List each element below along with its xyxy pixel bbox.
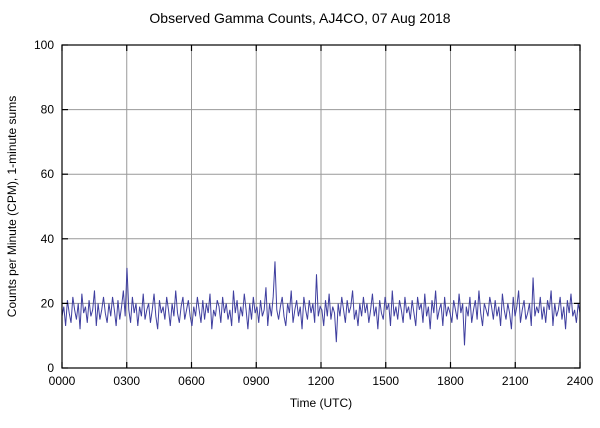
x-axis-title: Time (UTC) <box>290 396 352 410</box>
x-axis-tick-label: 1800 <box>437 374 464 388</box>
y-axis-tick-label: 20 <box>41 296 55 310</box>
chart-title: Observed Gamma Counts, AJ4CO, 07 Aug 201… <box>149 10 451 26</box>
x-axis-tick-label: 0600 <box>178 374 205 388</box>
y-axis-tick-label: 80 <box>41 103 55 117</box>
x-axis-tick-label: 0000 <box>49 374 76 388</box>
x-axis-tick-label: 1500 <box>372 374 399 388</box>
gamma-counts-series-line <box>61 261 581 346</box>
x-axis-tick-label: 0300 <box>113 374 140 388</box>
x-axis-tick-label: 0900 <box>243 374 270 388</box>
x-axis-tick-label: 2100 <box>502 374 529 388</box>
x-axis-tick-label: 1200 <box>308 374 335 388</box>
y-axis-tick-label: 0 <box>47 361 54 375</box>
y-axis-title: Counts per Minute (CPM), 1-minute sums <box>5 96 19 317</box>
y-axis-tick-label: 60 <box>41 167 55 181</box>
y-axis-tick-label: 40 <box>41 232 55 246</box>
x-axis-tick-label: 2400 <box>567 374 594 388</box>
y-axis-tick-label: 100 <box>34 38 54 52</box>
